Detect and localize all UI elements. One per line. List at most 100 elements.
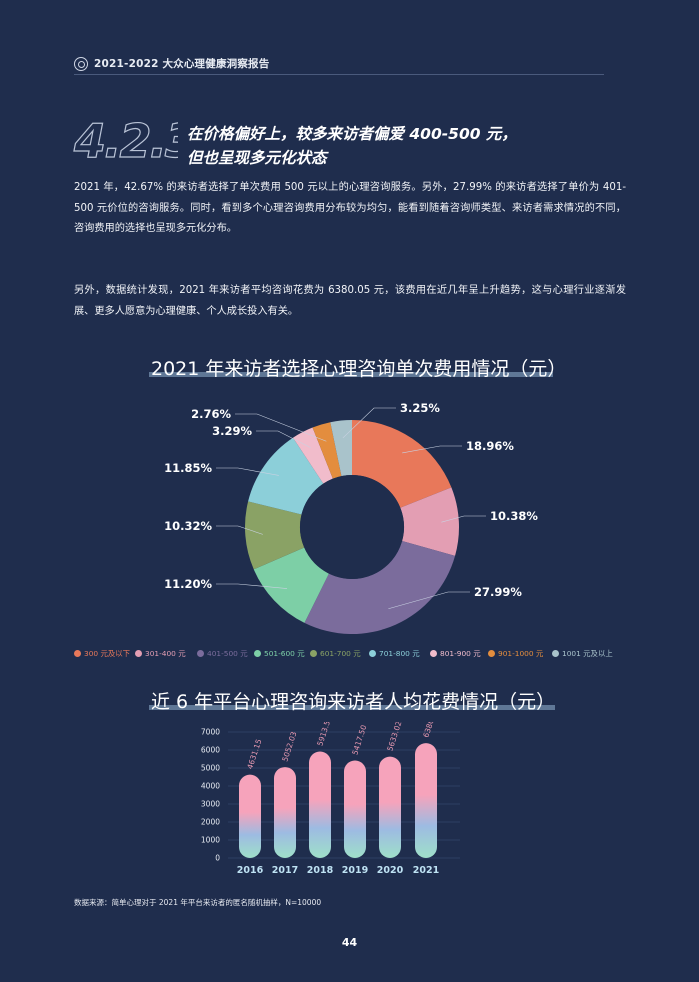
data-source-note: 数据来源：简单心理对于 2021 年平台来访者的匿名随机抽样，N=10000 [74,898,322,907]
bar-value-label: 5052.03 [280,730,298,762]
legend-label: 301-400 元 [145,649,186,658]
legend-swatch [369,650,376,657]
legend-swatch [310,650,317,657]
legend-label: 701-800 元 [379,649,420,658]
legend-label: 300 元及以下 [84,649,131,658]
donut-slice [244,501,305,570]
y-tick-label: 6000 [201,746,220,755]
legend-swatch [488,650,495,657]
legend-label: 601-700 元 [320,649,361,658]
legend-label: 401-500 元 [207,649,248,658]
y-tick-label: 7000 [201,728,220,737]
donut-legend: 300 元及以下 301-400 元 401-500 元 501-600 元 601-7… [74,648,634,662]
donut-leader-line [216,525,263,535]
legend-label: 801-900 元 [440,649,481,658]
bar-value-label: 4631.15 [245,738,263,770]
donut-chart-title: 2021 年来访者选择心理咨询单次费用情况（元） [151,358,567,380]
report-title: 2021-2022 大众心理健康洞察报告 [94,58,270,70]
legend-item: 1001 元及以上 [552,648,613,662]
donut-slice-label: 11.20% [164,577,212,591]
legend-item: 801-900 元 [430,648,481,662]
bar [239,774,261,858]
section-heading-line2: 但也呈现多元化状态 [187,149,327,167]
x-tick-label: 2017 [272,865,298,876]
donut-slice [248,437,324,515]
donut-slice-label: 10.38% [490,509,538,523]
donut-slice-label: 11.85% [164,461,212,475]
bar-title-underline [149,705,555,710]
donut-slice-label: 3.25% [400,401,440,415]
legend-item: 701-800 元 [369,648,420,662]
bar-chart-title: 近 6 年平台心理咨询来访者人均花费情况（元） [151,691,556,713]
donut-slice [352,420,452,508]
donut-chart: 18.96% 10.38% 27.99% 11.20% 10.32% 11.85% 3.29… [164,401,538,634]
page-number: 44 [341,936,358,949]
donut-leader-line [235,413,327,442]
bar [415,743,437,858]
donut-slice-label: 27.99% [474,585,522,599]
y-tick-label: 4000 [201,782,220,791]
donut-leader-line [402,445,462,454]
donut-slice [292,427,333,484]
legend-swatch [254,650,261,657]
x-tick-label: 2019 [342,865,368,876]
donut-slice [312,422,342,479]
x-tick-label: 2020 [377,865,404,876]
bar [309,751,331,858]
bar-value-label: 5913.56 [315,722,333,747]
x-tick-label: 2021 [413,865,439,876]
legend-item: 301-400 元 [135,648,186,662]
donut-slice [400,487,459,556]
page-header: 2021-2022 大众心理健康洞察报告 [74,56,604,76]
legend-item: 501-600 元 [254,648,305,662]
donut-leader-line [216,467,279,476]
donut-leader-line [388,591,470,610]
legend-swatch [74,650,81,657]
donut-leader-line [441,515,486,523]
donut-leader-line [256,430,311,448]
section-heading-line1: 在价格偏好上，较多来访者偏爱 400-500 元， [187,125,517,143]
bar [379,756,401,858]
x-tick-label: 2016 [237,865,264,876]
donut-slice [304,541,456,634]
legend-swatch [197,650,204,657]
paragraph-2: 另外，数据统计发现，2021 年来访者平均咨询花费为 6380.05 元，该费用… [74,285,626,317]
y-tick-label: 2000 [201,818,220,827]
bar-value-label: 5417.50 [350,724,368,756]
bar-value-label: 5633.02 [385,722,403,752]
donut-title-underline [149,372,553,377]
section-number-text: 4.2.3 [73,114,178,164]
legend-label: 501-600 元 [264,649,305,658]
y-tick-label: 3000 [201,800,220,809]
y-tick-label: 5000 [201,764,220,773]
bar-chart: 0 1000 2000 3000 4000 5000 6000 7000 4631.15 2016… [201,722,460,876]
donut-slice [253,547,329,623]
section-heading: 在价格偏好上，较多来访者偏爱 400-500 元， 但也呈现多元化状态 [187,122,517,170]
legend-item: 300 元及以下 [74,648,130,662]
donut-leader-line [216,583,288,589]
paragraph-1: 2021 年，42.67% 的来访者选择了单次费用 500 元以上的心理咨询服务… [74,182,626,234]
donut-slice-label: 10.32% [164,519,212,533]
y-tick-label: 0 [215,854,220,863]
bar [274,767,296,858]
header-divider [74,74,604,75]
legend-label: 1001 元及以上 [562,649,613,658]
donut-slice-label: 2.76% [191,407,231,421]
section-number: 4.2.3 [72,113,178,164]
bar [344,760,366,858]
legend-item: 901-1000 元 [488,648,543,662]
legend-item: 401-500 元 [197,648,248,662]
legend-swatch [552,650,559,657]
legend-item: 601-700 元 [310,648,361,662]
donut-leader-line [342,407,396,439]
report-logo-icon [74,57,88,71]
legend-label: 901-1000 元 [498,649,544,658]
bar-value-label: 6380.05 [421,722,439,739]
donut-slice-label: 3.29% [212,424,252,438]
donut-hole [300,475,404,579]
x-tick-label: 2018 [307,865,334,876]
y-tick-label: 1000 [201,836,220,845]
legend-swatch [135,650,142,657]
legend-swatch [430,650,437,657]
donut-slice-label: 18.96% [466,439,514,453]
